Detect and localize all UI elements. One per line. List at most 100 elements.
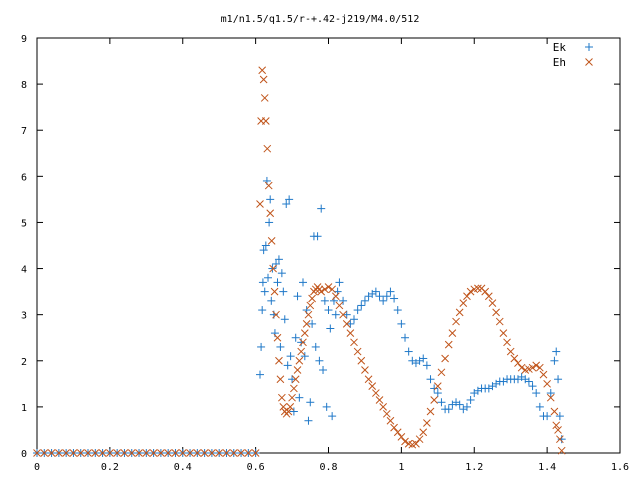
cross-b: [272, 310, 280, 319]
cross-b: [342, 320, 351, 328]
data-point-eh: [412, 439, 420, 448]
data-point-eh: [390, 423, 398, 432]
data-point-eh: [120, 449, 129, 457]
y-tick-label: 9: [21, 34, 27, 45]
data-point-ek: [326, 324, 335, 333]
data-point-eh: [503, 338, 511, 347]
data-point-eh: [261, 117, 270, 125]
cross-b: [106, 449, 114, 457]
cross-b: [382, 409, 391, 418]
data-point-eh: [430, 396, 439, 404]
data-point-ek: [335, 278, 344, 287]
data-point-eh: [306, 301, 315, 310]
data-point-eh: [335, 301, 344, 310]
data-point-eh: [517, 363, 526, 372]
cross-b: [441, 354, 449, 363]
cross-b: [503, 338, 511, 347]
data-point-eh: [297, 347, 306, 356]
data-point-ek: [466, 395, 475, 404]
data-point-eh: [317, 287, 326, 296]
cross-b: [297, 347, 306, 356]
cross-b: [543, 379, 551, 388]
cross-b: [260, 94, 269, 102]
data-point-ek: [346, 319, 355, 328]
cross-b: [444, 340, 453, 349]
data-point-ek: [528, 382, 537, 391]
data-point-eh: [393, 428, 402, 437]
data-point-eh: [528, 363, 537, 372]
x-tick-label: 1: [398, 462, 404, 473]
data-point-ek: [543, 412, 552, 421]
data-point-ek: [282, 200, 291, 208]
data-point-ek: [379, 296, 388, 305]
data-point-eh: [208, 449, 216, 457]
data-point-ek: [430, 384, 439, 393]
cross-b: [535, 363, 544, 372]
data-point-ek: [288, 375, 297, 384]
cross-b: [267, 237, 276, 245]
cross-b: [127, 449, 136, 457]
cross-b: [293, 366, 302, 374]
data-point-ek: [532, 389, 541, 398]
y-tick-label: 1: [21, 403, 27, 414]
x-tick-label: 0.6: [247, 462, 265, 473]
cross-b: [304, 310, 313, 319]
cross-b: [546, 393, 555, 402]
data-point-eh: [535, 363, 544, 372]
data-point-eh: [237, 449, 245, 457]
data-point-eh: [488, 299, 497, 307]
data-point-ek: [261, 241, 270, 250]
cross-b: [528, 363, 537, 372]
cross-b: [430, 396, 439, 404]
cross-b: [142, 449, 151, 457]
data-point-ek: [546, 389, 555, 398]
cross-b: [495, 317, 504, 326]
cross-b: [556, 435, 564, 444]
data-point-ek: [322, 402, 331, 411]
data-point-ek: [295, 393, 304, 402]
data-point-ek: [285, 195, 294, 204]
cross-b: [275, 356, 283, 365]
data-point-ek: [308, 319, 317, 328]
cross-b: [386, 416, 395, 425]
data-point-eh: [244, 449, 253, 457]
cross-b: [499, 329, 508, 337]
y-tick-label: 5: [21, 218, 27, 229]
cross-b: [279, 403, 288, 411]
cross-b: [390, 423, 398, 432]
data-point-ek: [266, 195, 275, 204]
data-point-ek: [382, 292, 391, 301]
data-point-ek: [306, 398, 315, 407]
data-point-ek: [320, 296, 329, 305]
data-point-eh: [288, 393, 296, 402]
data-point-ek: [265, 218, 274, 227]
cross-b: [585, 58, 593, 66]
data-point-ek: [319, 366, 328, 374]
cross-b: [404, 439, 413, 448]
data-point-eh: [492, 308, 500, 317]
legend-label-eh: Eh: [553, 56, 566, 69]
data-point-ek: [258, 278, 267, 287]
cross-b: [459, 299, 468, 307]
data-point-ek: [289, 407, 298, 416]
data-point-eh: [495, 317, 504, 326]
data-point-eh: [291, 375, 300, 384]
cross-b: [350, 338, 358, 347]
data-point-ek: [375, 292, 384, 301]
y-tick-label: 4: [21, 265, 27, 276]
cross-b: [264, 181, 273, 190]
data-point-eh: [444, 340, 453, 349]
data-point-ek: [279, 287, 288, 296]
data-point-eh: [229, 449, 238, 457]
cross-b: [514, 359, 522, 367]
plot-frame: [36, 37, 621, 454]
cross-b: [321, 285, 329, 294]
data-point-ek: [313, 232, 322, 241]
plot-border: [36, 37, 621, 454]
data-point-eh: [328, 285, 336, 294]
series-ek: [33, 176, 566, 457]
data-point-eh: [186, 449, 194, 457]
data-point-ek: [353, 306, 362, 315]
cross-b: [84, 449, 92, 457]
